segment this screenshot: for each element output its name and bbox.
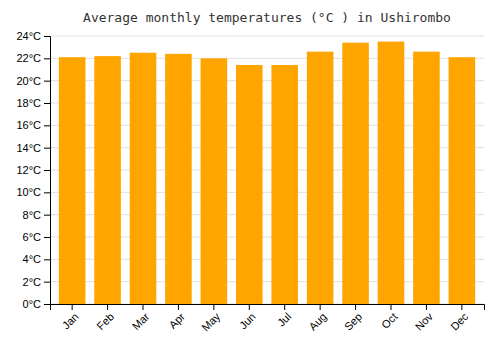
x-tick: Feb [94, 304, 116, 332]
y-tick: 24°C [16, 30, 50, 42]
x-tick-mark [178, 304, 179, 310]
x-tick-mark [213, 304, 214, 310]
y-tick: 10°C [16, 186, 50, 198]
x-tick-mark [461, 304, 462, 310]
x-tick-label: Jan [60, 310, 81, 331]
y-tick-mark [44, 215, 50, 216]
y-tick-mark [44, 237, 50, 238]
bar [130, 53, 157, 304]
y-tick-mark [44, 125, 50, 126]
y-tick-mark [44, 36, 50, 37]
x-tick-label: Nov [413, 310, 436, 333]
y-tick-label: 16°C [16, 119, 41, 131]
y-tick-label: 14°C [16, 142, 41, 154]
y-tick: 0°C [23, 298, 50, 310]
x-tick-mark [143, 304, 144, 310]
x-tick-mark [355, 304, 356, 310]
y-axis: 0°C 2°C 4°C 6°C 8°C 10°C 12°C 14°C 16°C 18°C 20°C 2… [16, 30, 50, 310]
y-tick: 2°C [23, 276, 50, 288]
x-tick-mark [391, 304, 392, 310]
y-tick: 20°C [16, 75, 50, 87]
y-axis-line [44, 37, 51, 305]
y-tick-mark [44, 103, 50, 104]
y-tick-label: 22°C [16, 52, 41, 64]
x-tick: Oct [379, 304, 400, 331]
x-tick-label: Feb [94, 310, 116, 332]
x-tick-mark [320, 304, 321, 310]
x-tick-label: May [199, 310, 223, 334]
x-tick: Jul [275, 304, 293, 329]
x-tick: Jun [237, 304, 258, 331]
x-tick: Dec [448, 304, 471, 333]
x-axis: Jan Feb Mar Apr May Jun Jul Aug Sep Oct Nov Dec [51, 304, 485, 333]
bar [201, 58, 228, 304]
x-tick-label: Aug [306, 310, 328, 332]
x-axis-line [51, 305, 485, 311]
y-tick: 4°C [23, 253, 50, 265]
x-tick: Nov [413, 304, 436, 333]
bar [342, 43, 369, 304]
title: Average monthly temperatures (°C ) in Us… [83, 10, 451, 25]
y-tick: 6°C [23, 231, 50, 243]
y-tick-mark [44, 170, 50, 171]
y-tick-label: 0°C [23, 298, 42, 310]
y-tick-label: 8°C [23, 209, 42, 221]
x-tick: Sep [342, 304, 364, 333]
y-tick-label: 20°C [16, 75, 41, 87]
x-tick-mark [72, 304, 73, 310]
x-tick-mark [107, 304, 108, 310]
x-tick-mark [249, 304, 250, 310]
bar [271, 65, 298, 304]
x-tick: Mar [130, 304, 152, 332]
x-tick-label: Jul [275, 310, 293, 328]
x-tick: Jan [60, 304, 81, 331]
y-tick-label: 4°C [23, 253, 42, 265]
y-tick-label: 18°C [16, 97, 41, 109]
x-tick-label: Sep [342, 310, 364, 332]
bar [449, 57, 476, 304]
chart-svg: Jan Feb Mar Apr May Jun Jul Aug Sep Oct Nov Dec 0°C 2… [0, 0, 500, 350]
bar [236, 65, 263, 304]
x-tick-mark [426, 304, 427, 310]
y-tick: 18°C [16, 97, 50, 109]
y-tick-mark [44, 192, 50, 193]
bar [165, 54, 192, 304]
y-tick-mark [44, 259, 50, 260]
x-tick: Aug [306, 304, 328, 333]
bars [59, 42, 475, 304]
y-tick-label: 12°C [16, 164, 41, 176]
bar [413, 52, 440, 304]
x-tick-label: Jun [237, 310, 258, 331]
y-tick-mark [44, 304, 50, 305]
bar [307, 52, 334, 304]
x-tick-label: Apr [166, 310, 187, 331]
grid-line [50, 36, 484, 37]
chart-container: Jan Feb Mar Apr May Jun Jul Aug Sep Oct Nov Dec 0°C 2… [0, 0, 500, 350]
y-tick-label: 10°C [16, 186, 41, 198]
x-tick-mark [284, 304, 285, 310]
y-tick: 14°C [16, 142, 50, 154]
x-tick-label: Oct [379, 310, 400, 331]
y-tick: 16°C [16, 119, 50, 131]
y-tick-mark [44, 81, 50, 82]
y-tick-label: 6°C [23, 231, 42, 243]
grid [50, 36, 484, 304]
y-tick-mark [44, 58, 50, 59]
x-tick: May [199, 304, 223, 333]
y-tick-mark [44, 282, 50, 283]
x-tick: Apr [166, 304, 187, 331]
plot: Jan Feb Mar Apr May Jun Jul Aug Sep Oct Nov Dec 0°C 2… [16, 30, 484, 333]
y-tick: 22°C [16, 52, 50, 64]
bar [59, 57, 86, 304]
y-tick: 8°C [23, 209, 50, 221]
x-tick-label: Dec [448, 310, 471, 333]
y-tick: 12°C [16, 164, 50, 176]
y-tick-mark [44, 148, 50, 149]
y-tick-label: 2°C [23, 276, 42, 288]
x-tick-label: Mar [130, 310, 152, 332]
y-tick-label: 24°C [16, 30, 41, 42]
bar [378, 42, 405, 304]
bar [94, 56, 121, 304]
